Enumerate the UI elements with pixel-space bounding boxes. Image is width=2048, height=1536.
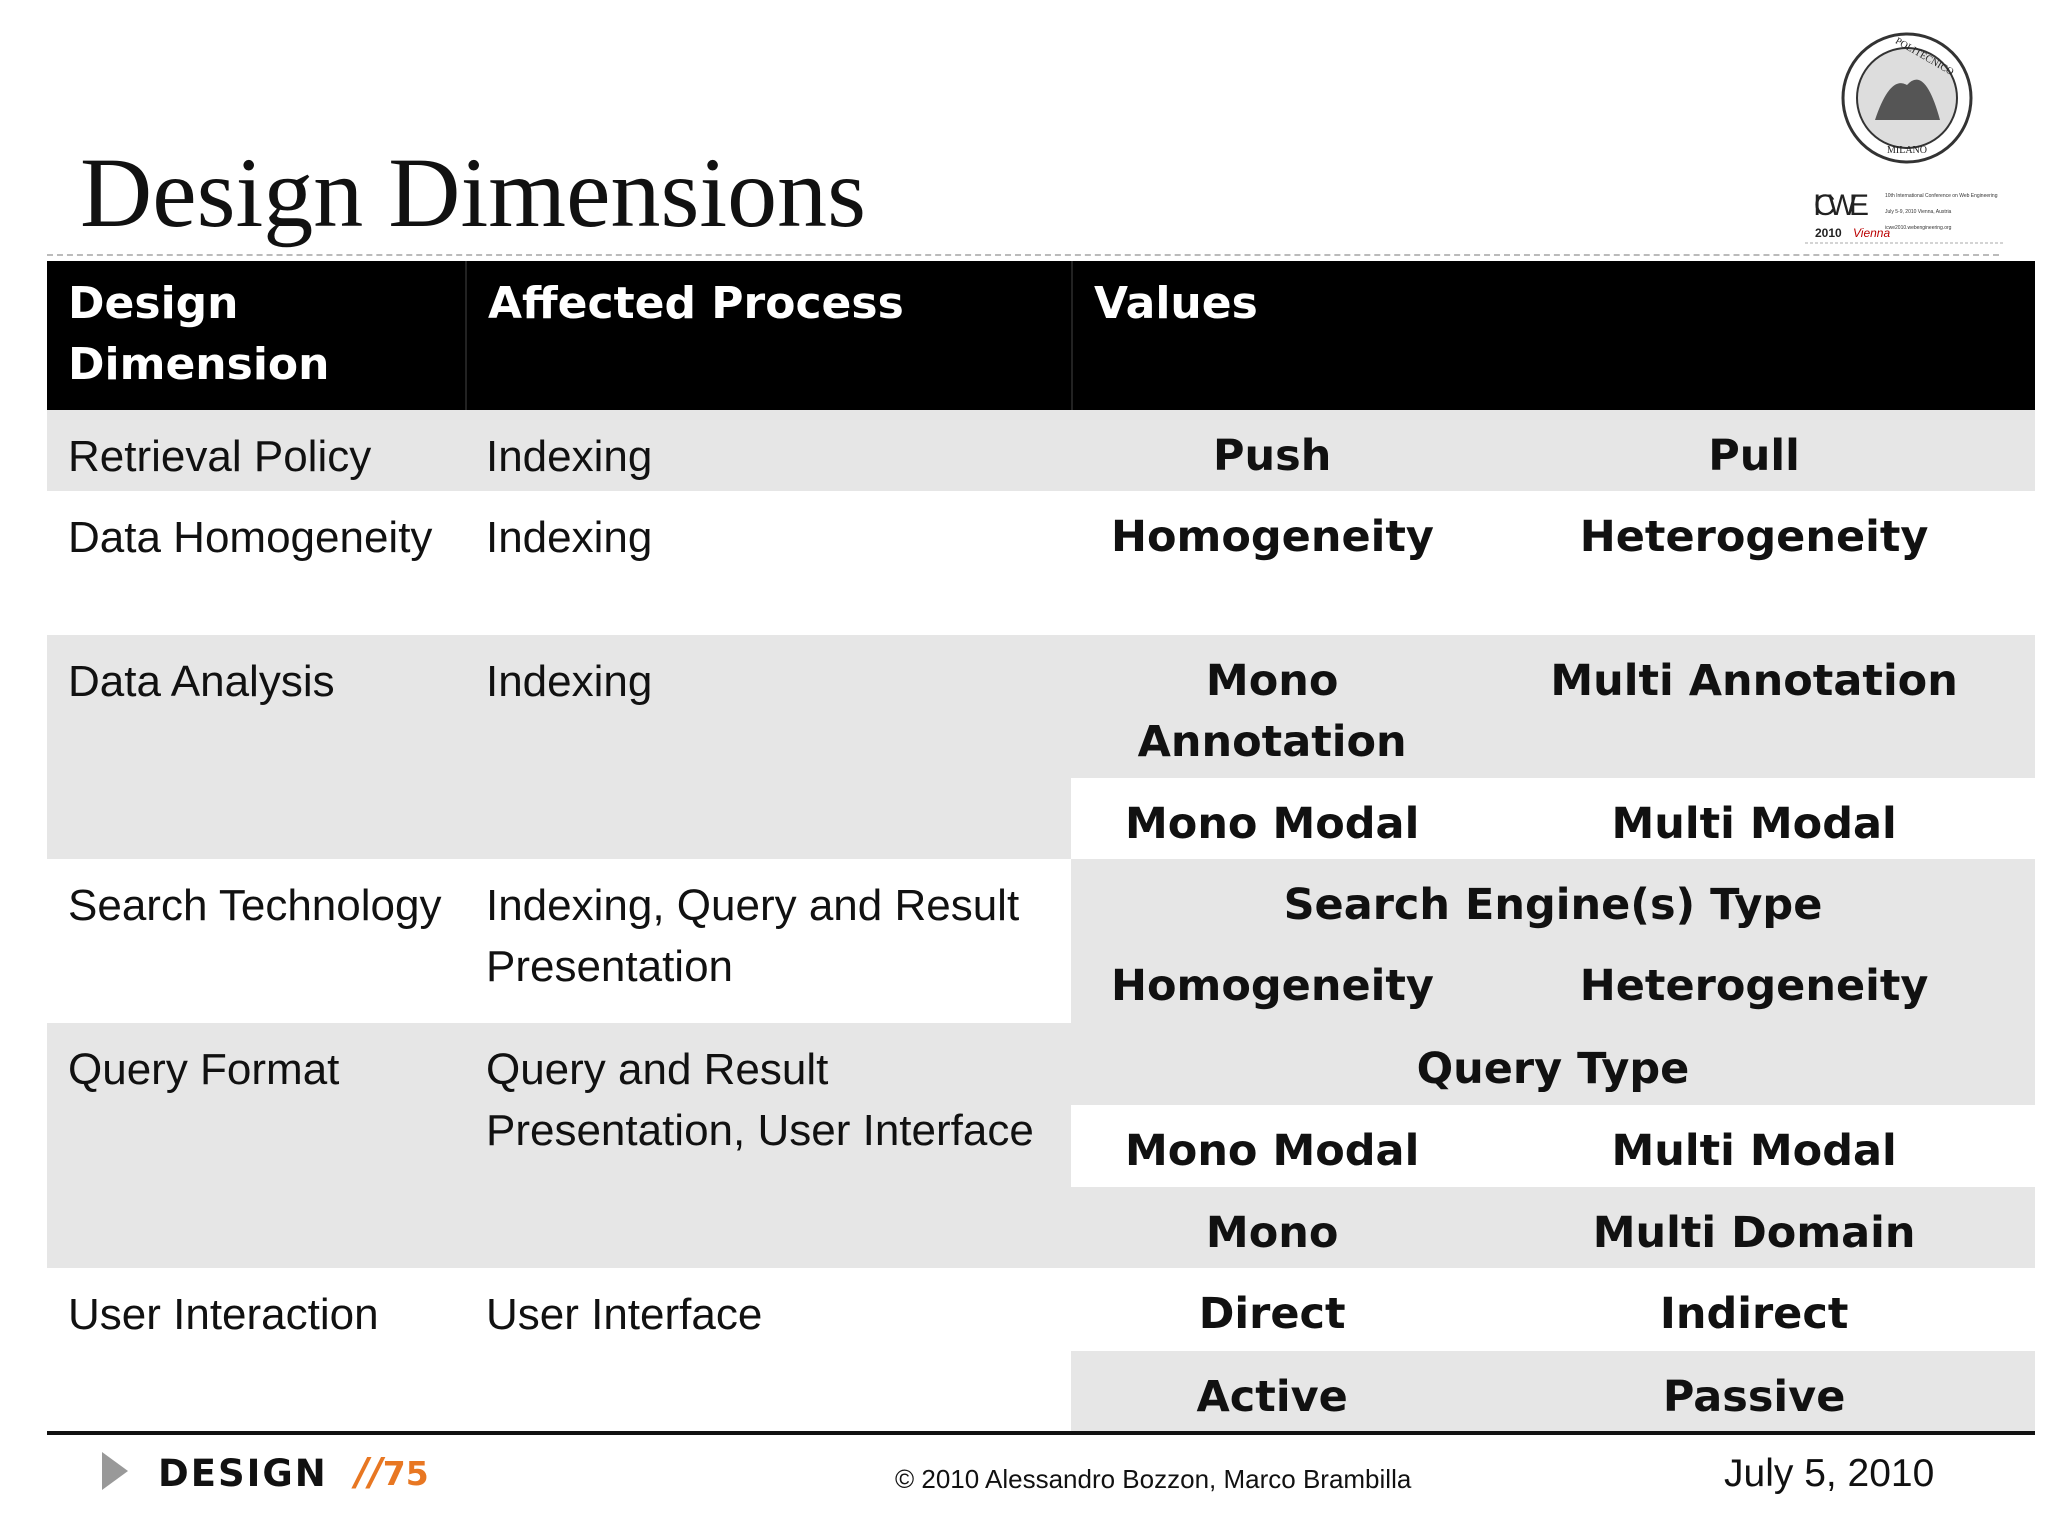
- dimension-cell: User Interaction: [68, 1290, 379, 1340]
- arrow-shape: [102, 1452, 128, 1490]
- value-cell: Multi Modal: [1611, 1125, 1897, 1176]
- values-band: [1071, 634, 2035, 779]
- values-band: [1071, 859, 2035, 941]
- value-cell: Heterogeneity: [1579, 961, 1929, 1012]
- header-band: [47, 261, 2035, 411]
- values-band: [1071, 1268, 2035, 1351]
- value-cell: Passive: [1662, 1371, 1846, 1422]
- dimension-cell: Data Analysis: [68, 656, 335, 706]
- value-cell: Mono Modal: [1124, 1125, 1420, 1176]
- conference-detail: 10th International Conference on Web Eng…: [1885, 193, 1998, 199]
- value-cell: Mono Modal: [1124, 799, 1420, 850]
- value-cell: Multi Domain: [1592, 1208, 1916, 1259]
- values-band: [1071, 410, 2035, 492]
- slide-title: Design Dimensions: [80, 137, 867, 248]
- process-cell: Indexing: [485, 432, 653, 482]
- title-divider: [47, 254, 1999, 256]
- process-cell: User Interface: [485, 1290, 763, 1340]
- value-cell: Direct: [1198, 1289, 1346, 1340]
- footer-arrow: [102, 1452, 128, 1490]
- values-band: [1071, 491, 2035, 635]
- value-cell: Homogeneity: [1111, 961, 1434, 1012]
- process-cell: Indexing: [485, 656, 653, 706]
- dimension-cell: Retrieval Policy: [68, 432, 372, 482]
- value-cell: Search Engine(s) Type: [1283, 880, 1823, 931]
- row-band: [47, 1268, 1072, 1432]
- seal-figure: [1875, 79, 1940, 120]
- header-cell: Values: [1071, 261, 2035, 411]
- conference-detail: July 5-9, 2010 Vienna, Austria: [1885, 209, 1952, 215]
- value-cell: Homogeneity: [1111, 512, 1434, 563]
- page-number: 75: [382, 1454, 429, 1493]
- value-cell: Multi Annotation: [1550, 655, 1958, 706]
- row-band: [47, 634, 1072, 860]
- header-cell: Design Dimension: [68, 278, 330, 391]
- value-cell: Multi Modal: [1611, 799, 1897, 850]
- value-cell: Query Type: [1416, 1043, 1690, 1094]
- footer-page: //75: [355, 1450, 429, 1494]
- footer-date: July 5, 2010: [1724, 1452, 1935, 1495]
- conference-name: ICWE: [1813, 189, 1869, 222]
- seal-bottom: MILANO: [1887, 145, 1927, 156]
- process-cell: Indexing, Query and Result Presentation: [485, 881, 1020, 992]
- value-cell: Indirect: [1659, 1289, 1849, 1340]
- conference-detail: icwe2010.webengineering.org: [1885, 225, 1952, 231]
- footer-rule: [47, 1431, 2035, 1435]
- value-cell: Active: [1196, 1371, 1348, 1422]
- values-band: [1071, 1104, 2035, 1188]
- row-band: [47, 491, 1072, 635]
- footer-copyright: © 2010 Alessandro Bozzon, Marco Brambill…: [895, 1464, 1412, 1494]
- values-band: [1071, 1187, 2035, 1269]
- process-cell: Query and Result Presentation, User Inte…: [485, 1044, 1034, 1155]
- row-band: [47, 1022, 1072, 1269]
- logo: POLITECNICO MILANO ICWE 2010 Vienna 10th…: [1805, 32, 2005, 244]
- conference-year: 2010: [1815, 226, 1842, 240]
- header-cell: Affected Process: [464, 261, 1071, 411]
- values-band: [1071, 778, 2035, 860]
- dimension-cell: Data Homogeneity: [68, 513, 433, 563]
- conference-city: Vienna: [1853, 226, 1890, 240]
- values-band: [1071, 1350, 2035, 1432]
- values-band: [1071, 940, 2035, 1023]
- value-cell: Pull: [1708, 431, 1800, 482]
- value-cell: Mono: [1205, 1208, 1339, 1259]
- dimension-cell: Query Format: [68, 1044, 340, 1094]
- value-cell: Push: [1212, 431, 1332, 482]
- footer-section: DESIGN: [158, 1452, 328, 1495]
- row-band: [47, 859, 1072, 1023]
- page-prefix: //: [355, 1450, 383, 1494]
- row-band: [47, 410, 1072, 492]
- value-cell: Mono Annotation: [1137, 655, 1407, 767]
- values-band: [1071, 1022, 2035, 1105]
- process-cell: Indexing: [485, 513, 653, 563]
- dimension-cell: Search Technology: [68, 881, 442, 931]
- value-cell: Heterogeneity: [1579, 512, 1929, 563]
